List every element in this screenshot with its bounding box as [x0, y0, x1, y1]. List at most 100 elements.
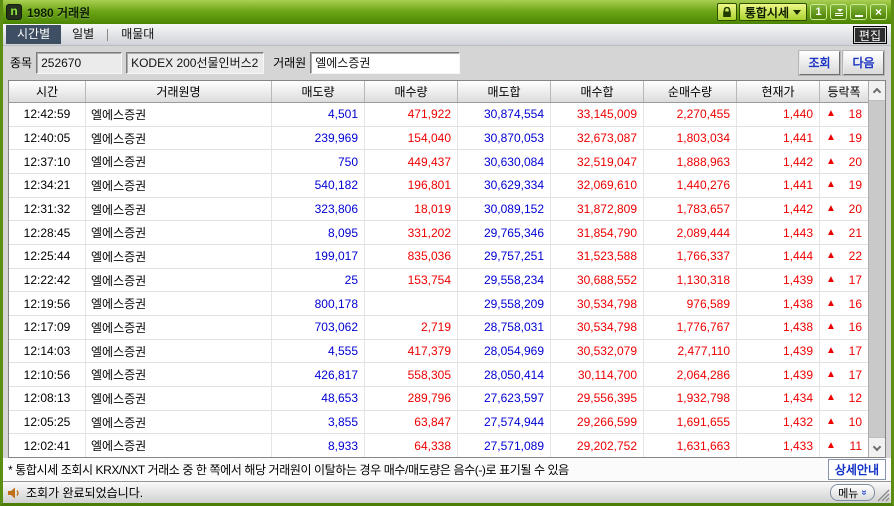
up-arrow-icon: ▲ [826, 179, 836, 191]
tab-by-day[interactable]: 일별 [72, 27, 95, 41]
close-icon: × [874, 5, 882, 19]
table-row[interactable]: 12:37:10 엘에스증권 750 449,437 30,630,084 32… [9, 150, 868, 175]
query-form: 종목 KODEX 200선물인버스2 거래원 조회 다음 [3, 46, 891, 79]
cell-time: 12:42:59 [9, 103, 86, 126]
up-arrow-icon: ▲ [826, 226, 836, 238]
cell-sell-total: 27,574,944 [458, 410, 551, 434]
tab-divider [107, 28, 109, 41]
menu-button[interactable]: 메뉴 » [830, 484, 875, 501]
cell-buy-total: 31,854,790 [551, 221, 644, 245]
cell-buy-total: 31,872,809 [551, 197, 644, 221]
up-arrow-icon: ▲ [826, 203, 836, 215]
column-header: 현재가 [737, 81, 820, 102]
cell-time: 12:14:03 [9, 339, 86, 363]
table-row[interactable]: 12:25:44 엘에스증권 199,017 835,036 29,757,25… [9, 245, 868, 269]
cell-net-buy-volume: 1,691,655 [644, 410, 737, 434]
table-row[interactable]: 12:02:41 엘에스증권 8,933 64,338 27,571,089 2… [9, 434, 868, 458]
scroll-down-button[interactable] [869, 437, 885, 457]
table-row[interactable]: 12:19:56 엘에스증권 800,178 29,558,209 30,534… [9, 292, 868, 317]
cell-change: ▲ 11 [820, 434, 868, 457]
chevron-down-icon [872, 442, 882, 451]
cell-net-buy-volume: 1,440,276 [644, 174, 737, 197]
cell-time: 12:10:56 [9, 363, 86, 387]
search-button[interactable]: 조회 [799, 50, 840, 75]
cell-sell-volume: 8,933 [272, 434, 365, 458]
up-arrow-icon: ▲ [826, 392, 836, 404]
chevron-up-icon [872, 87, 882, 96]
tab-by-time[interactable]: 시간별 [6, 25, 62, 44]
cell-buy-volume: 196,801 [365, 174, 458, 197]
cell-sell-volume: 703,062 [272, 316, 365, 339]
market-mode-button[interactable]: 통합시세 [738, 3, 807, 21]
close-button[interactable]: × [870, 4, 887, 20]
table-row[interactable]: 12:14:03 엘에스증권 4,555 417,379 28,054,969 … [9, 339, 868, 364]
cell-sell-total: 27,571,089 [458, 434, 551, 458]
screen-number-button[interactable]: 1 [810, 4, 827, 20]
cell-buy-total: 32,673,087 [551, 126, 644, 150]
table-row[interactable]: 12:08:13 엘에스증권 48,653 289,796 27,623,597… [9, 387, 868, 411]
cell-sell-total: 27,623,597 [458, 387, 551, 410]
cell-sell-total: 30,874,554 [458, 103, 551, 126]
resize-grip[interactable] [877, 489, 890, 502]
scroll-up-button[interactable] [869, 81, 885, 101]
cell-buy-volume: 2,719 [365, 316, 458, 339]
column-header: 거래원명 [86, 81, 272, 102]
cell-member-name: 엘에스증권 [86, 126, 272, 150]
tab-price-band[interactable]: 매물대 [121, 27, 155, 41]
cell-member-name: 엘에스증권 [86, 292, 272, 316]
column-header: 매도합 [458, 81, 551, 102]
cell-member-name: 엘에스증권 [86, 387, 272, 410]
cell-sell-total: 30,870,053 [458, 126, 551, 150]
up-arrow-icon: ▲ [826, 274, 836, 286]
cell-buy-total: 29,266,599 [551, 410, 644, 434]
cell-time: 12:19:56 [9, 292, 86, 316]
cell-buy-volume: 63,847 [365, 410, 458, 434]
change-value: 19 [848, 131, 862, 145]
table-row[interactable]: 12:31:32 엘에스증권 323,806 18,019 30,089,152… [9, 197, 868, 222]
detail-guide-button[interactable]: 상세안내 [827, 459, 886, 480]
cell-change: ▲ 17 [820, 269, 868, 292]
cell-change: ▲ 19 [820, 174, 868, 197]
cell-change: ▲ 16 [820, 292, 868, 315]
vertical-scrollbar[interactable] [868, 81, 885, 457]
window-list-button[interactable] [830, 4, 847, 20]
table-row[interactable]: 12:10:56 엘에스증권 426,817 558,305 28,050,41… [9, 363, 868, 388]
broker-name-input[interactable] [310, 51, 461, 74]
cell-buy-total: 30,688,552 [551, 268, 644, 292]
chevron-down-icon [793, 9, 801, 15]
table-row[interactable]: 12:40:05 엘에스증권 239,969 154,040 30,870,05… [9, 126, 868, 151]
up-arrow-icon: ▲ [826, 439, 836, 451]
cell-change: ▲ 17 [820, 363, 868, 386]
change-value: 11 [849, 438, 862, 453]
table-row[interactable]: 12:28:45 엘에스증권 8,095 331,202 29,765,346 … [9, 221, 868, 246]
cell-sell-total: 29,558,234 [458, 268, 551, 292]
table-row[interactable]: 12:34:21 엘에스증권 540,182 196,801 30,629,33… [9, 174, 868, 198]
cell-sell-volume: 540,182 [272, 174, 365, 197]
table-row[interactable]: 12:22:42 엘에스증권 25 153,754 29,558,234 30,… [9, 268, 868, 293]
table-body: 12:42:59 엘에스증권 4,501 471,922 30,874,554 … [9, 103, 868, 458]
cell-sell-volume: 750 [272, 150, 365, 174]
cell-time: 12:34:21 [9, 174, 86, 197]
table-row[interactable]: 12:17:09 엘에스증권 703,062 2,719 28,758,031 … [9, 316, 868, 340]
change-value: 17 [848, 273, 862, 288]
change-value: 12 [848, 391, 862, 406]
change-value: 16 [848, 296, 862, 311]
stock-code-input[interactable] [36, 51, 123, 74]
cell-sell-volume: 323,806 [272, 197, 365, 221]
cell-current-price: 1,440 [737, 103, 820, 126]
table-row[interactable]: 12:05:25 엘에스증권 3,855 63,847 27,574,944 2… [9, 410, 868, 435]
cell-sell-volume: 8,095 [272, 221, 365, 245]
table-row[interactable]: 12:42:59 엘에스증권 4,501 471,922 30,874,554 … [9, 103, 868, 127]
cell-net-buy-volume: 976,589 [644, 292, 737, 316]
cell-time: 12:08:13 [9, 387, 86, 410]
cell-member-name: 엘에스증권 [86, 268, 272, 292]
lock-button[interactable] [716, 3, 737, 21]
cell-sell-total: 30,629,334 [458, 174, 551, 197]
edit-button[interactable]: 편집 [852, 26, 887, 44]
minimize-button[interactable] [850, 4, 867, 20]
cell-buy-volume [365, 292, 458, 316]
next-button[interactable]: 다음 [843, 50, 884, 75]
footnote-row: * 통합시세 조회시 KRX/NXT 거래소 중 한 쪽에서 해당 거래원이 이… [3, 458, 891, 481]
cell-buy-volume: 558,305 [365, 363, 458, 387]
cell-member-name: 엘에스증권 [86, 221, 272, 245]
